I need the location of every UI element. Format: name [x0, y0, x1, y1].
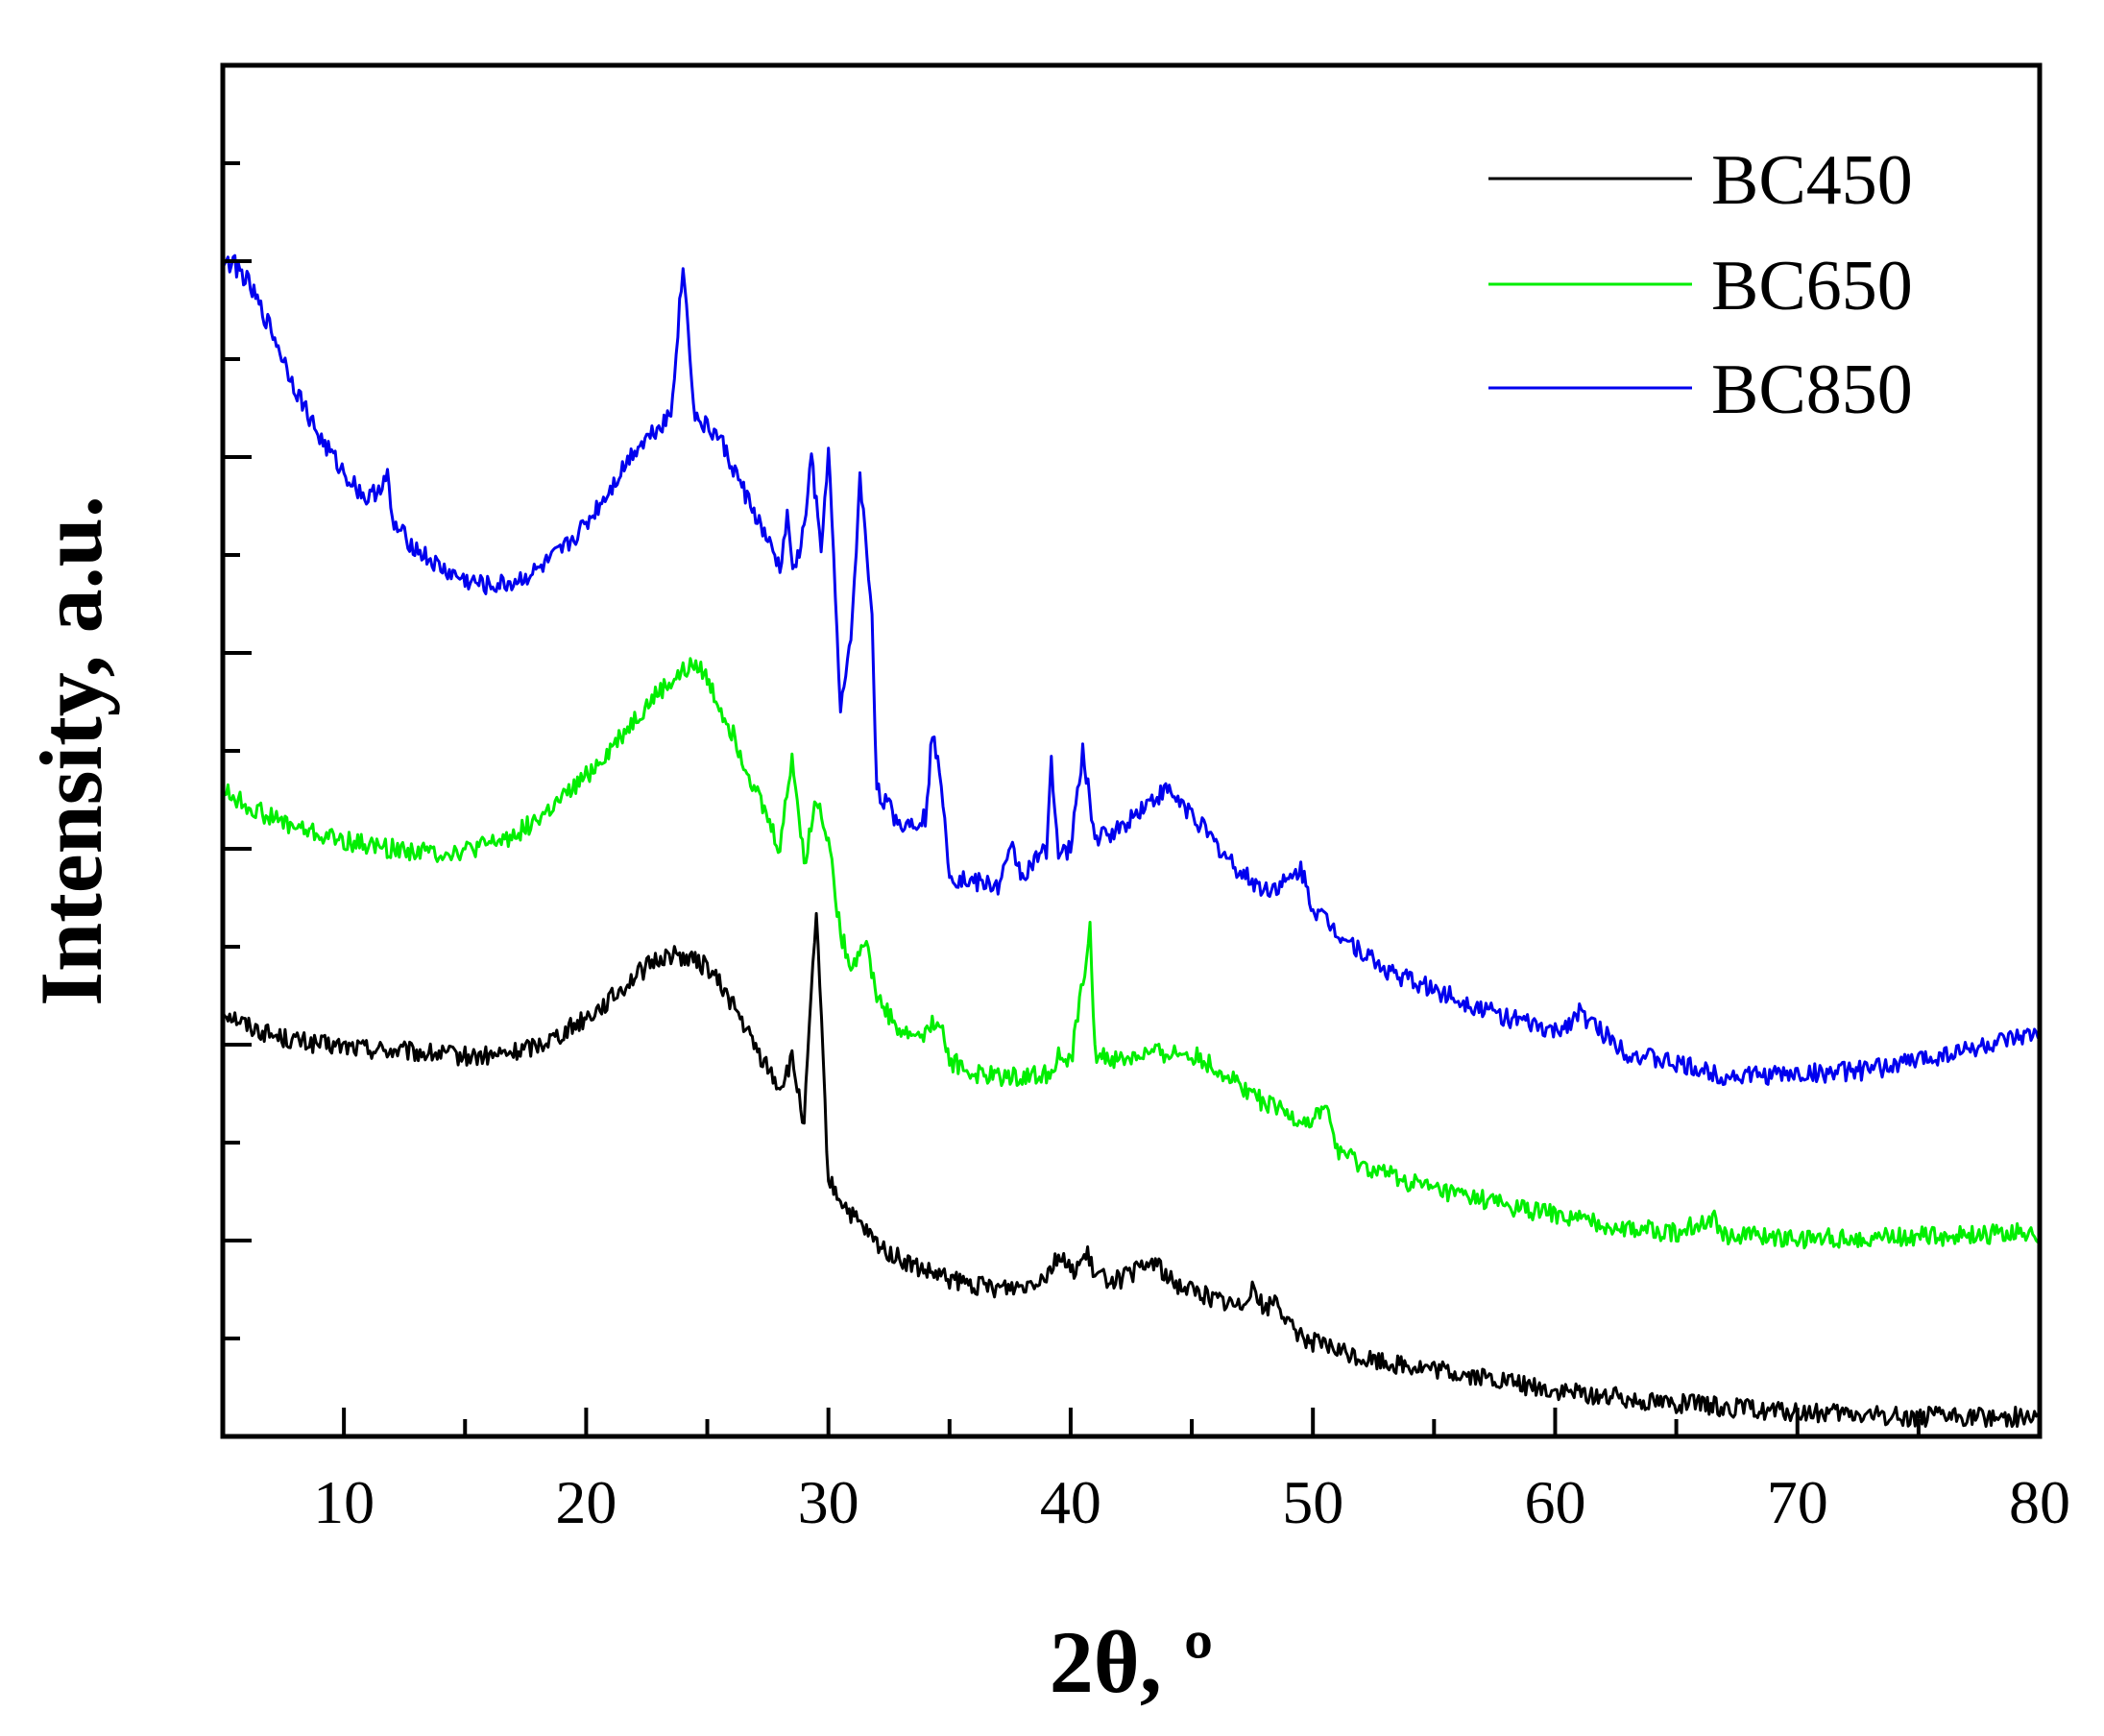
x-tick-label-80: 80 [2009, 1468, 2070, 1536]
x-tick-label-60: 60 [1524, 1468, 1585, 1536]
x-axis: 10 20 30 40 50 60 70 80 [313, 1408, 2070, 1536]
series-line-bc650 [222, 657, 2042, 1250]
x-tick-label-30: 30 [798, 1468, 859, 1536]
y-axis-title: Intensity, a.u. [22, 495, 120, 1006]
legend: BC450 BC650 BC850 [1488, 141, 1913, 429]
legend-label-bc850: BC850 [1711, 350, 1913, 429]
x-tick-label-10: 10 [313, 1468, 375, 1536]
legend-label-bc450: BC450 [1711, 141, 1913, 220]
x-tick-label-50: 50 [1282, 1468, 1343, 1536]
y-axis [223, 161, 252, 1340]
legend-label-bc650: BC650 [1711, 247, 1913, 326]
x-tick-label-40: 40 [1040, 1468, 1101, 1536]
plot-lines [221, 253, 2042, 1429]
x-tick-label-20: 20 [555, 1468, 617, 1536]
x-axis-title: 2θ, º [1050, 1613, 1213, 1711]
series-line-bc850 [221, 253, 2042, 1086]
x-tick-label-70: 70 [1767, 1468, 1828, 1536]
series-line-bc450 [221, 911, 2042, 1429]
